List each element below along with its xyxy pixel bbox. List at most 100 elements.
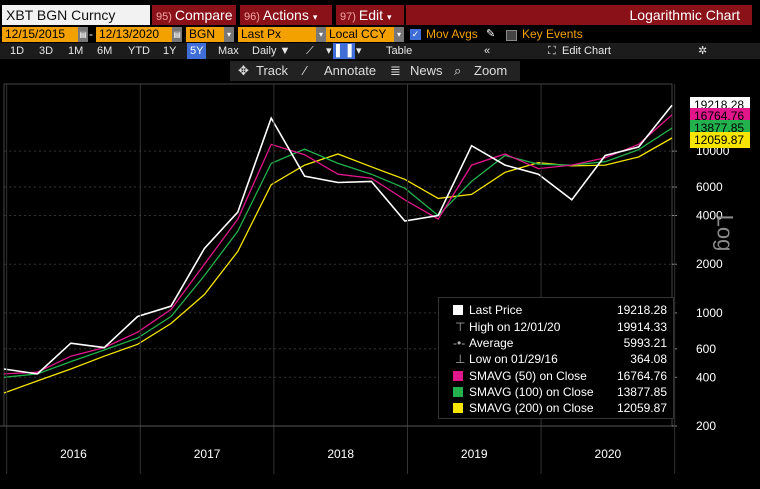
legend-value: 19914.33	[616, 320, 667, 334]
mov-avgs-label: Mov Avgs	[426, 27, 478, 41]
ticker-field[interactable]: XBT BGN Curncy	[2, 5, 150, 25]
legend-label: High on 12/01/20	[469, 320, 561, 334]
frequency-dropdown-icon: ▼	[279, 45, 291, 57]
period-1d[interactable]: 1D	[10, 45, 25, 57]
edit-chart-button[interactable]: Edit Chart	[562, 45, 611, 57]
y-axis-title: Log	[712, 214, 738, 252]
period-max[interactable]: Max	[218, 45, 239, 57]
period-5y[interactable]: 5Y	[187, 43, 207, 59]
news-button[interactable]: News	[410, 63, 443, 78]
y-tick-label: 200	[696, 419, 716, 433]
legend-sma200: SMAVG (200) on Close 12059.87	[443, 400, 669, 416]
frequency-dropdown[interactable]: Daily ▼	[252, 43, 290, 59]
annotate-icon: ∕	[304, 63, 307, 78]
y-tick-label: 600	[696, 342, 716, 356]
chart-type-dropdown-icon[interactable]: ▾	[326, 45, 332, 57]
end-date-picker-icon[interactable]: ▤	[172, 27, 182, 42]
sma100-swatch	[453, 387, 463, 397]
legend-label: SMAVG (50) on Close	[469, 369, 587, 383]
x-tick-label: 2017	[194, 447, 221, 461]
actions-dropdown-icon: ▾	[312, 12, 318, 22]
key-events-checkbox[interactable]	[506, 30, 517, 41]
legend-sma100: SMAVG (100) on Close 13877.85	[443, 384, 669, 400]
chart-tools-bar: ✥ Track ∕ Annotate ≣ News ⌕ Zoom	[230, 61, 520, 81]
chart-title: Logarithmic Chart	[406, 5, 752, 25]
y-tick-label: 2000	[696, 257, 723, 271]
period-1m[interactable]: 1M	[68, 45, 84, 57]
sma200-swatch	[453, 403, 463, 413]
bar-chart-icon[interactable]: ▌▐	[333, 43, 355, 59]
sma200-value-label: 12059.87	[690, 132, 750, 148]
start-date-picker-icon[interactable]: ▤	[78, 27, 88, 42]
low-marker-icon: ⊥	[455, 352, 466, 366]
price-dropdown-icon[interactable]: ▾	[316, 27, 326, 42]
currency-dropdown-icon[interactable]: ▾	[394, 27, 404, 42]
compare-button[interactable]: 95) Compare	[152, 5, 236, 25]
edit-label: Edit	[358, 7, 384, 23]
end-date-field[interactable]: 12/13/2020	[96, 27, 172, 42]
legend-label: Low on 01/29/16	[469, 352, 558, 366]
x-tick-label: 2019	[461, 447, 488, 461]
pencil-icon[interactable]: ✎	[486, 28, 496, 40]
legend-average: -•- Average 5993.21	[443, 335, 669, 351]
annotate-button[interactable]: Annotate	[324, 63, 377, 78]
actions-button[interactable]: 96) Actions ▾	[240, 5, 332, 25]
actions-label: Actions	[262, 7, 309, 23]
y-tick-label: 1000	[696, 306, 723, 320]
currency-field[interactable]: Local CCY	[326, 27, 394, 42]
edit-button[interactable]: 97) Edit ▾	[336, 5, 404, 25]
legend-last-price: Last Price 19218.28	[443, 302, 669, 318]
y-tick-label: 400	[696, 370, 716, 384]
settings-gear-icon[interactable]: ✲	[698, 45, 708, 57]
compare-number: 95)	[156, 11, 172, 23]
line-chart-icon[interactable]: ⟋	[306, 45, 314, 57]
date-separator: -	[89, 27, 93, 41]
edit-chart-icon: ⛶	[548, 45, 556, 57]
collapse-icon[interactable]: «	[484, 45, 491, 57]
legend-value: 5993.21	[623, 336, 667, 350]
legend-label: SMAVG (200) on Close	[469, 401, 594, 415]
track-button[interactable]: Track	[256, 63, 289, 78]
average-marker-icon: -•-	[453, 336, 466, 350]
legend-high: ⊤ High on 12/01/20 19914.33	[443, 319, 669, 335]
legend-label: Last Price	[469, 303, 523, 317]
track-icon: ✥	[238, 63, 249, 78]
legend-value: 19218.28	[616, 303, 667, 317]
compare-label: Compare	[174, 7, 233, 23]
chart-legend: Last Price 19218.28 ⊤ High on 12/01/20 1…	[438, 297, 674, 419]
legend-label: SMAVG (100) on Close	[469, 385, 594, 399]
period-toolbar: 1D 3D 1M 6M YTD 1Y 5Y Max Daily ▼ ⟋ ▾ ▌▐…	[0, 43, 760, 59]
legend-value: 13877.85	[616, 385, 667, 399]
legend-value: 12059.87	[616, 401, 667, 415]
legend-value: 16764.76	[616, 369, 667, 383]
table-button[interactable]: Table	[386, 45, 413, 57]
period-1y[interactable]: 1Y	[163, 45, 177, 57]
legend-sma50: SMAVG (50) on Close 16764.76	[443, 368, 669, 384]
period-6m[interactable]: 6M	[97, 45, 113, 57]
edit-dropdown-icon: ▾	[387, 12, 392, 22]
period-ytd[interactable]: YTD	[128, 45, 150, 57]
mov-avgs-checkbox[interactable]: ✓	[410, 29, 421, 40]
period-3d[interactable]: 3D	[39, 45, 54, 57]
start-date-field[interactable]: 12/15/2015	[2, 27, 78, 42]
last-price-swatch	[453, 305, 463, 315]
key-events-label: Key Events	[522, 27, 583, 41]
edit-number: 97)	[340, 11, 356, 23]
sma50-swatch	[453, 371, 463, 381]
source-dropdown-icon[interactable]: ▾	[224, 27, 234, 42]
price-field[interactable]: Last Px	[238, 27, 316, 42]
source-field[interactable]: BGN	[186, 27, 224, 42]
x-tick-label: 2016	[60, 447, 87, 461]
actions-number: 96)	[244, 11, 260, 23]
chart-type-2-dropdown-icon[interactable]: ▾	[356, 45, 362, 57]
legend-value: 364.08	[630, 352, 667, 366]
x-tick-label: 2020	[595, 447, 622, 461]
settings-bar: 12/15/2015 ▤ - 12/13/2020 ▤ BGN ▾ Last P…	[0, 27, 760, 43]
zoom-button[interactable]: Zoom	[474, 63, 508, 78]
high-marker-icon: ⊤	[455, 320, 466, 334]
news-icon: ≣	[390, 63, 401, 78]
header-bar: XBT BGN Curncy 95) Compare 96) Actions ▾ 97…	[0, 4, 760, 26]
legend-low: ⊥ Low on 01/29/16 364.08	[443, 351, 669, 367]
x-tick-label: 2018	[327, 447, 354, 461]
